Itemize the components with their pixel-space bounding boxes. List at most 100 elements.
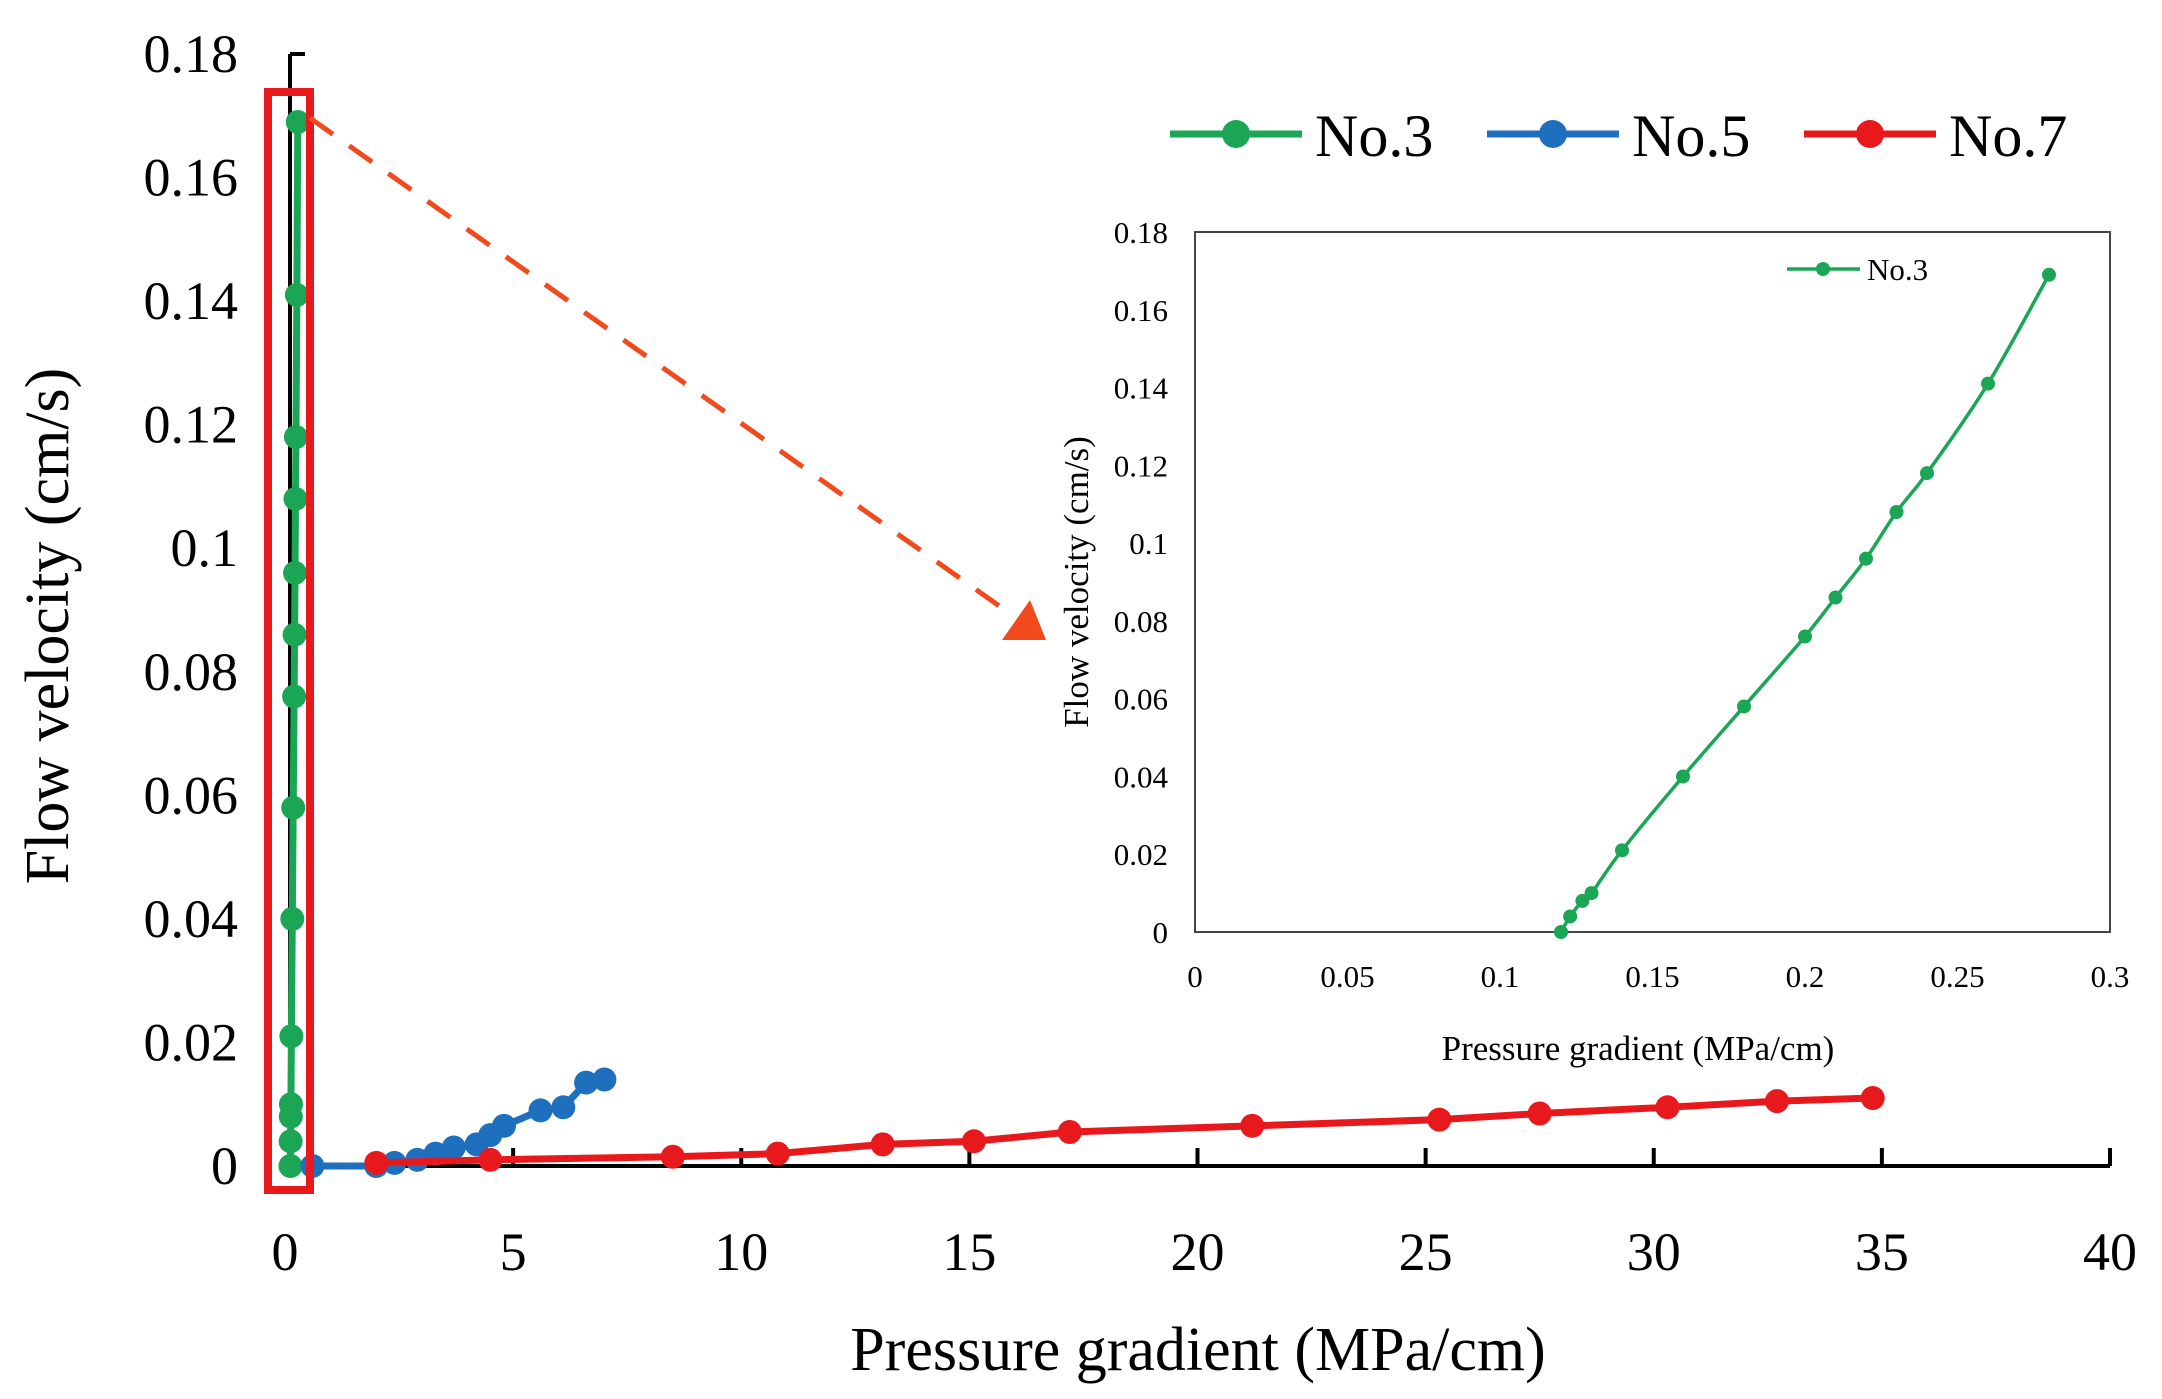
data-point <box>280 906 305 931</box>
inset-y-tick-label: 0.16 <box>1114 293 1168 328</box>
inset-y-tick-label: 0.04 <box>1114 759 1169 794</box>
inset-y-tick-label: 0.18 <box>1114 215 1168 250</box>
inset-x-axis-title: Pressure gradient (MPa/cm) <box>1442 1029 1835 1068</box>
x-tick-label: 35 <box>1855 1222 1909 1282</box>
data-point <box>574 1070 599 1095</box>
legend-marker <box>1222 120 1250 148</box>
inset-data-point <box>1798 629 1812 644</box>
data-point <box>283 560 308 585</box>
inset-x-tick-label: 0.1 <box>1481 959 1520 994</box>
data-point <box>528 1098 553 1123</box>
data-point <box>870 1132 895 1157</box>
inset-data-point <box>1737 699 1751 714</box>
y-tick-label: 0.14 <box>144 271 239 331</box>
data-point <box>282 622 307 647</box>
data-point <box>441 1135 466 1160</box>
legend-label: No.3 <box>1315 103 1433 169</box>
x-tick-label: 15 <box>942 1222 996 1282</box>
y-tick-label: 0.06 <box>144 765 239 825</box>
legend-marker <box>1856 120 1884 148</box>
inset-data-point <box>1920 466 1934 481</box>
inset-data-point <box>1584 886 1599 901</box>
x-tick-label: 40 <box>2083 1222 2137 1282</box>
data-point <box>1764 1089 1789 1114</box>
data-point <box>1057 1120 1082 1145</box>
legend-marker <box>1539 120 1567 148</box>
data-point <box>660 1144 685 1169</box>
zoom-arrowhead <box>1002 600 1046 640</box>
inset-x-tick-label: 0.3 <box>2091 959 2130 994</box>
inset-data-point <box>1575 893 1590 908</box>
series-line-no7 <box>376 1094 1873 1167</box>
y-tick-label: 0 <box>211 1136 238 1196</box>
data-point <box>1655 1095 1680 1120</box>
data-point <box>281 795 306 820</box>
data-point <box>279 1024 304 1049</box>
y-tick-label: 0.02 <box>144 1012 239 1072</box>
inset-chart: 0 0.05 0.1 0.15 0.2 0.25 0.3 0 0.02 0.04 0.06 0.08 0… <box>1057 215 2129 1068</box>
data-point <box>284 282 309 307</box>
inset-x-tick-label: 0.15 <box>1625 959 1679 994</box>
data-point <box>283 486 308 511</box>
data-point <box>961 1129 986 1154</box>
data-point <box>1240 1113 1265 1138</box>
y-axis-title: Flow velocity (cm/s) <box>14 368 82 885</box>
y-tick-label: 0.1 <box>171 518 239 578</box>
inset-x-tick-label: 0.05 <box>1320 959 1374 994</box>
data-point <box>478 1147 503 1172</box>
inset-data-point <box>1981 376 1995 391</box>
inset-y-tick-label: 0 <box>1153 915 1169 950</box>
inset-x-tick-label: 0.25 <box>1930 959 1984 994</box>
inset-data-point <box>1889 505 1904 519</box>
inset-x-tick-label: 0 <box>1187 959 1203 994</box>
x-tick-label: 25 <box>1399 1222 1453 1282</box>
x-axis-title: Pressure gradient (MPa/cm) <box>850 1316 1546 1384</box>
data-point <box>551 1095 576 1120</box>
inset-legend-label: No.3 <box>1867 252 1928 287</box>
data-point <box>1527 1101 1552 1126</box>
inset-data-point <box>1563 909 1578 924</box>
data-point <box>278 1092 303 1117</box>
x-tick-label: 10 <box>714 1222 768 1282</box>
data-point <box>1427 1107 1452 1132</box>
data-point <box>765 1141 790 1166</box>
data-point <box>364 1150 389 1175</box>
inset-data-point <box>2042 267 2056 282</box>
inset-legend-marker <box>1816 262 1830 276</box>
x-tick-label: 20 <box>1171 1222 1225 1282</box>
data-point <box>1860 1086 1885 1111</box>
x-tick-label: 5 <box>500 1222 527 1282</box>
zoom-dashed-arrow <box>308 115 1014 618</box>
legend-label: No.5 <box>1632 103 1750 169</box>
data-point <box>285 109 310 134</box>
y-tick-label: 0.04 <box>144 889 239 949</box>
inset-plot-frame <box>1194 231 2111 933</box>
x-tick-label: 0 <box>272 1222 299 1282</box>
data-point <box>283 425 308 450</box>
legend-label: No.7 <box>1949 103 2067 169</box>
y-tick-label: 0.12 <box>144 395 239 455</box>
main-chart: 0 5 10 15 20 25 30 35 40 0 0.02 0.04 0.06 0.08 0.1 0.12… <box>14 24 2137 1384</box>
inset-y-tick-label: 0.14 <box>1114 371 1169 406</box>
y-tick-label: 0.18 <box>144 24 239 84</box>
inset-data-point <box>1615 843 1629 858</box>
inset-y-tick-label: 0.06 <box>1114 682 1168 717</box>
inset-y-tick-label: 0.12 <box>1114 448 1168 483</box>
inset-y-tick-label: 0.08 <box>1114 604 1168 639</box>
inset-data-point <box>1554 925 1568 939</box>
data-point <box>592 1067 617 1092</box>
y-tick-label: 0.16 <box>144 148 239 208</box>
inset-x-tick-label: 0.2 <box>1786 959 1825 994</box>
data-point <box>278 1154 303 1178</box>
inset-y-axis-title: Flow velocity (cm/s) <box>1057 436 1096 728</box>
zoom-highlight-box <box>264 88 314 1194</box>
data-point <box>282 684 307 709</box>
inset-data-point <box>1859 551 1873 566</box>
data-point <box>278 1129 303 1154</box>
inset-y-tick-label: 0.02 <box>1114 837 1168 872</box>
x-tick-label: 30 <box>1627 1222 1681 1282</box>
inset-data-point <box>1676 769 1690 784</box>
data-point <box>492 1113 516 1138</box>
inset-y-tick-label: 0.1 <box>1129 526 1168 561</box>
y-tick-label: 0.08 <box>144 642 239 702</box>
